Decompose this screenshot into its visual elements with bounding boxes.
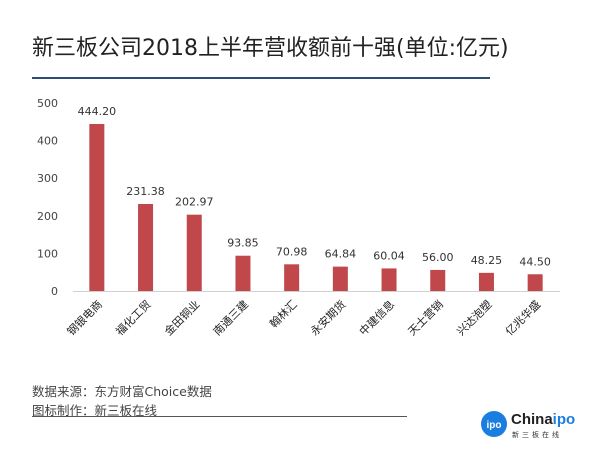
data-label: 202.97 [175, 196, 214, 209]
x-axis-labels: 钢银电商 福化工贸 金田铜业 南通三建 翰林汇 永安期货 中建信息 天士营销 兴达泡塑 亿兆华盛 [64, 297, 543, 338]
bar [138, 204, 154, 291]
data-label: 60.04 [373, 249, 405, 262]
bars [89, 123, 543, 291]
y-tick-label: 300 [37, 172, 58, 185]
data-label: 44.50 [519, 255, 551, 268]
y-tick-label: 200 [37, 210, 58, 223]
logo-name-prefix: China [511, 411, 553, 428]
logo-name-suffix: ipo [552, 411, 576, 428]
data-label: 56.00 [422, 251, 454, 264]
x-tick-label: 福化工贸 [113, 297, 154, 338]
x-tick-label: 翰林汇 [267, 297, 300, 330]
x-tick-label: 中建信息 [356, 297, 397, 338]
bar [89, 123, 105, 291]
footer-divider [32, 416, 407, 417]
bar [478, 272, 494, 291]
bar [381, 268, 397, 291]
data-labels: 444.20 231.38 202.97 93.85 70.98 64.84 60.04 56… [78, 105, 551, 268]
y-axis: 0 100 200 300 400 500 [37, 97, 58, 298]
data-label: 48.25 [471, 254, 503, 267]
logo-badge-icon: ipo [481, 411, 507, 437]
bar [284, 264, 300, 291]
y-tick-label: 0 [51, 285, 58, 298]
data-source-note: 数据来源：东方财富Choice数据 [32, 384, 212, 399]
logo-name: Chinaipo [511, 411, 575, 428]
bar [186, 214, 202, 291]
y-tick-label: 400 [37, 135, 58, 148]
chart-maker-note: 图标制作：新三板在线 [32, 403, 158, 418]
bar [527, 274, 543, 291]
x-tick-label: 金田铜业 [161, 297, 202, 338]
chinaipo-logo: ipo Chinaipo 新三板在线 [481, 411, 591, 443]
logo-subtitle: 新三板在线 [512, 431, 562, 439]
chart-title: 新三板公司2018上半年营收额前十强(单位:亿元) [32, 36, 509, 61]
bar [235, 255, 251, 291]
x-tick-label: 兴达泡塑 [454, 297, 495, 338]
data-label: 93.85 [227, 237, 259, 250]
bar [332, 266, 348, 291]
x-tick-label: 永安期货 [307, 297, 348, 338]
title-divider [32, 77, 490, 79]
x-tick-label: 南通三建 [210, 297, 251, 338]
data-label: 231.38 [126, 185, 165, 198]
data-label: 70.98 [276, 245, 308, 258]
data-label: 64.84 [325, 248, 357, 261]
bar [430, 269, 446, 291]
x-tick-label: 亿兆华盛 [502, 297, 543, 338]
x-tick-label: 天士营销 [405, 297, 446, 338]
bar-chart: 0 100 200 300 400 500 444.20 231.38 202.97 93.85… [37, 97, 560, 338]
y-tick-label: 100 [37, 247, 58, 260]
data-label: 444.20 [78, 105, 117, 118]
x-tick-label: 钢银电商 [64, 297, 105, 338]
y-tick-label: 500 [37, 97, 58, 110]
